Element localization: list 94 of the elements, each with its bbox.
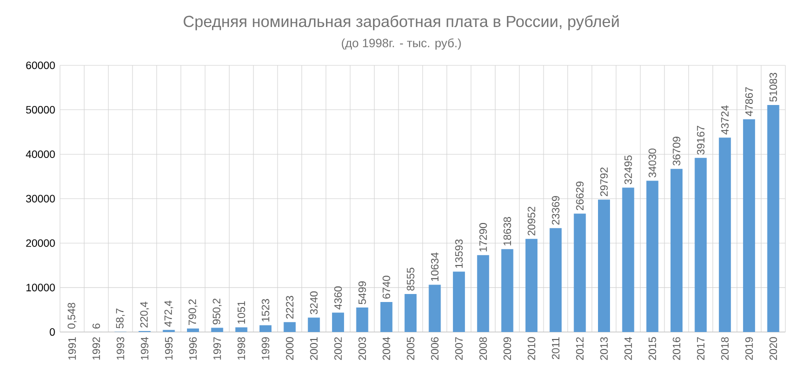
bar xyxy=(598,200,610,332)
data-label: 3240 xyxy=(310,291,318,314)
data-label: 23369 xyxy=(552,196,560,225)
data-label: 32495 xyxy=(624,155,632,184)
data-label: 47867 xyxy=(745,87,753,116)
bar xyxy=(404,294,417,332)
bar xyxy=(525,238,538,332)
x-tick-label: 2002 xyxy=(334,337,342,360)
data-label: 17290 xyxy=(479,222,487,252)
x-tick-label: 2000 xyxy=(286,337,294,360)
y-tick-label: 10000 xyxy=(26,284,55,292)
data-label: 790,2 xyxy=(188,299,198,326)
x-tick-label: 2017 xyxy=(696,337,704,360)
data-label: 5499 xyxy=(358,281,366,304)
data-label: 1523 xyxy=(262,299,270,322)
x-tick-label: 2013 xyxy=(600,337,608,360)
bar xyxy=(308,318,320,332)
bar xyxy=(452,272,465,332)
x-tick-label: 1997 xyxy=(213,337,221,360)
x-tick-label: 1998 xyxy=(238,337,246,360)
bar xyxy=(186,328,199,332)
bar xyxy=(694,158,707,332)
x-tick-label: 2009 xyxy=(504,337,512,360)
x-tick-label: 2019 xyxy=(745,337,753,360)
data-label: 220,4 xyxy=(140,302,150,328)
data-label: 36709 xyxy=(672,136,680,166)
y-tick-label: 60000 xyxy=(26,62,55,70)
data-label: 58,7 xyxy=(116,308,125,328)
bar xyxy=(235,327,248,332)
chart-subtitle: (до 1998г. - тыс. руб.) xyxy=(342,38,461,50)
x-tick-label: 2007 xyxy=(455,337,463,360)
bar xyxy=(622,188,634,332)
data-label: 4360 xyxy=(334,286,342,310)
x-tick-label: 2014 xyxy=(624,337,632,360)
bar xyxy=(574,214,586,332)
x-tick-label: 1993 xyxy=(116,337,124,360)
x-tick-label: 2018 xyxy=(721,337,729,360)
x-tick-label: 1996 xyxy=(189,337,197,360)
bar xyxy=(550,228,562,332)
data-label: 950,2 xyxy=(212,298,222,324)
bar xyxy=(211,328,224,332)
y-tick-label: 20000 xyxy=(26,239,55,247)
x-tick-label: 2020 xyxy=(769,337,778,360)
bar xyxy=(260,325,272,332)
bar xyxy=(380,302,392,332)
x-tick-label: 1992 xyxy=(92,337,100,360)
data-label: 1051 xyxy=(238,301,246,324)
data-label: 13593 xyxy=(455,239,463,268)
x-tick-label: 2016 xyxy=(672,337,680,360)
bar xyxy=(356,308,368,332)
bar xyxy=(477,255,490,332)
y-tick-label: 40000 xyxy=(26,150,55,158)
data-label: 0,548 xyxy=(68,302,76,329)
x-tick-label: 2003 xyxy=(358,337,366,360)
bar xyxy=(284,322,296,332)
data-label: 472,4 xyxy=(164,300,174,327)
bar xyxy=(428,284,441,332)
bar xyxy=(501,249,514,332)
x-tick-label: 2006 xyxy=(430,337,439,360)
x-tick-label: 1994 xyxy=(140,337,148,360)
data-label: 29792 xyxy=(600,168,608,196)
y-tick-label: 0 xyxy=(50,328,55,336)
x-tick-label: 2015 xyxy=(648,337,656,360)
x-tick-label: 2005 xyxy=(406,337,414,360)
y-tick-label: 30000 xyxy=(26,194,55,202)
x-tick-label: 2010 xyxy=(528,337,536,360)
bar xyxy=(646,180,658,332)
x-tick-label: 2011 xyxy=(552,337,560,360)
data-label: 51083 xyxy=(769,72,778,102)
bar xyxy=(767,104,780,332)
x-tick-label: 2008 xyxy=(479,337,487,360)
data-label: 2223 xyxy=(286,296,294,319)
data-label: 26629 xyxy=(576,182,584,210)
data-label: 18638 xyxy=(504,217,512,246)
bar xyxy=(743,119,756,332)
data-label: 8555 xyxy=(406,268,414,291)
y-tick-label: 50000 xyxy=(26,106,55,114)
data-label: 34030 xyxy=(648,148,656,178)
x-tick-label: 1995 xyxy=(165,337,173,360)
chart-title: Средняя номинальная заработная плата в России, рублей xyxy=(184,15,619,30)
x-tick-label: 1999 xyxy=(262,337,270,360)
x-tick-label: 2012 xyxy=(576,337,584,360)
data-label: 39167 xyxy=(696,126,704,155)
x-tick-label: 2001 xyxy=(310,337,318,360)
x-tick-label: 1991 xyxy=(68,337,76,360)
data-label: 10634 xyxy=(430,252,439,281)
x-tick-label: 2004 xyxy=(382,337,390,360)
bar xyxy=(332,312,344,332)
data-label: 20952 xyxy=(528,206,536,236)
data-label: 6740 xyxy=(382,276,390,299)
bar xyxy=(670,168,683,332)
data-label: 6 xyxy=(92,324,100,328)
bar xyxy=(718,138,731,332)
data-label: 43724 xyxy=(721,105,729,134)
